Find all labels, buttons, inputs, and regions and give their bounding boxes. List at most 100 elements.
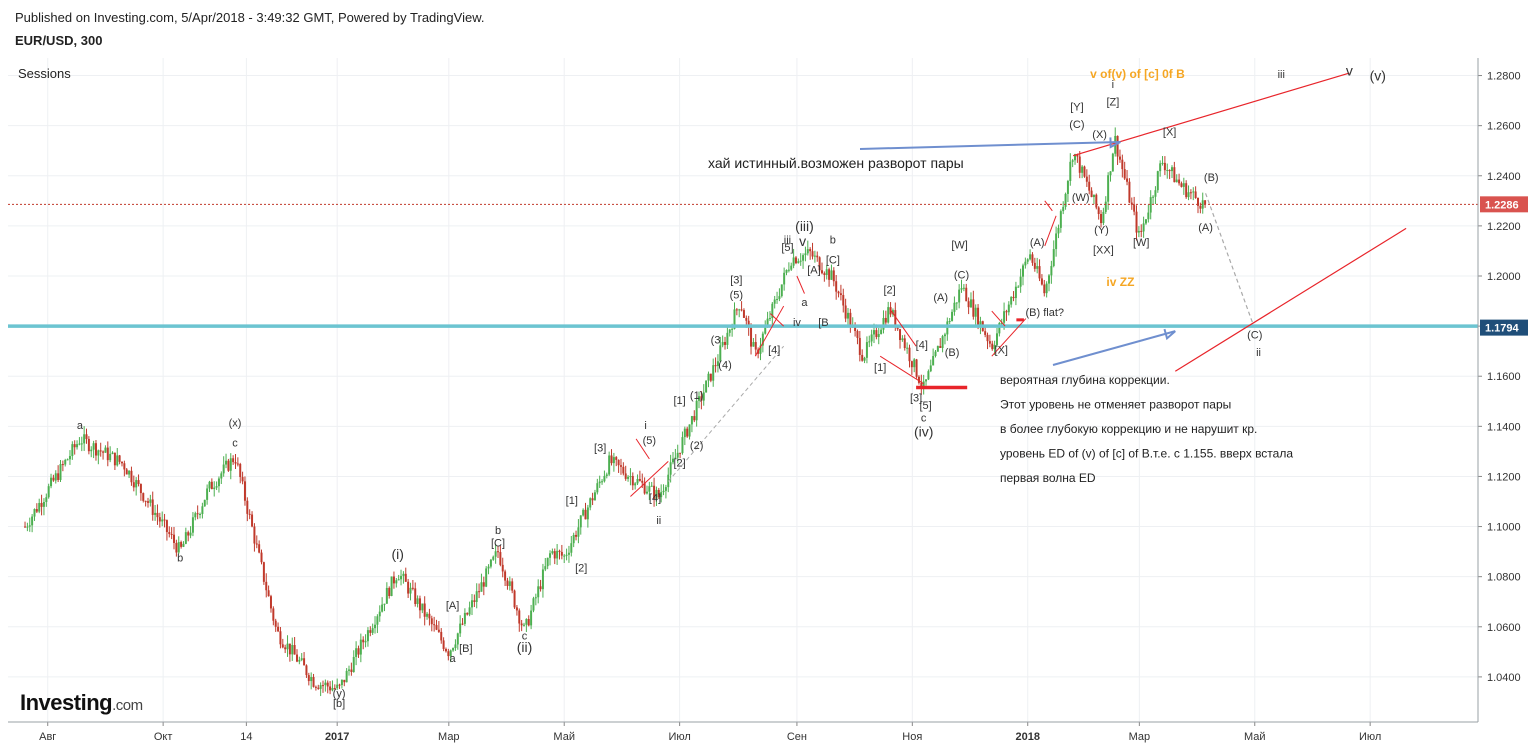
candle [317,684,320,690]
candle [634,482,637,490]
candle [556,544,559,565]
candle [679,452,682,459]
candle [943,332,946,345]
x-tick-label: Сен [787,731,807,743]
candle [884,310,887,326]
published-line: Published on Investing.com, 5/Apr/2018 -… [15,10,485,25]
candle [934,350,937,358]
annotation-main: хай истинный.возможен разворот пары [708,155,964,171]
candle [456,632,459,650]
candle [676,444,679,464]
wave-label: [C] [491,538,505,550]
candle [1185,180,1188,199]
candle [1197,197,1199,214]
candle [26,522,29,532]
candle [338,683,341,690]
candle [984,326,987,338]
candle [523,622,526,627]
candle [435,619,438,631]
candle [998,321,1001,337]
candle [269,594,272,613]
candle [52,474,55,482]
wave-label: (C) [1247,330,1262,342]
wave-label: [B [818,317,828,329]
x-tick-label: Май [553,731,575,743]
candle [284,644,287,654]
candle [1201,192,1204,214]
wave-label: (5) [730,290,743,302]
candle [624,465,627,481]
wave-label: (1) [690,390,703,402]
candle [809,247,812,260]
candle [274,618,277,632]
candle [71,441,74,460]
candle [811,242,814,260]
candle [288,643,291,662]
candle [310,672,313,690]
candle [752,337,755,347]
candle [201,502,204,519]
wave-label: (A) [1030,237,1045,249]
pattern-line [1044,215,1057,247]
candle [452,647,455,652]
candle [137,474,140,487]
candle [868,335,871,348]
wave-label: v [799,233,806,249]
candle [430,615,433,632]
candle [839,284,842,301]
candle [191,512,194,537]
wave-label: [X] [1163,127,1176,139]
wave-label: [X] [995,345,1008,357]
candle [1170,165,1173,179]
candle [913,358,916,373]
candle [94,440,97,461]
candle [908,344,911,368]
candle [1123,161,1126,180]
x-tick-label: Май [1244,731,1266,743]
candle [87,436,90,455]
candle [837,290,840,298]
wave-label: [1] [874,362,886,374]
candle [463,608,466,627]
candle [690,415,693,433]
candle [1161,156,1164,166]
candle [575,530,578,541]
candle [965,283,968,302]
orange-wave-label: v of(v) of [c] 0f B [1090,67,1185,81]
candle [936,345,939,352]
candle [750,323,753,355]
candle [917,375,920,385]
candle [262,561,265,585]
candle [1071,158,1074,168]
x-tick-label: Июл [1359,731,1381,743]
candle [716,354,719,373]
y-tick-label: 1.2800 [1487,71,1521,83]
candle [830,264,833,280]
candle [366,627,369,647]
candle [922,374,925,395]
candle [863,356,866,364]
candle [1135,205,1138,241]
candle [295,649,298,663]
candle [364,634,367,648]
x-tick-label: Ноя [902,731,922,743]
candle [1147,204,1150,223]
candle [1168,169,1171,180]
candle [709,373,712,383]
candle [454,639,457,651]
candle [83,426,86,451]
candle [1024,257,1027,269]
candles [24,127,1207,697]
candle [629,468,632,486]
candle [470,594,473,616]
candle [861,349,864,362]
candle [816,251,819,262]
candle [546,557,549,570]
candle [724,336,727,350]
candle [161,511,164,527]
wave-label: (A) [1198,222,1213,234]
candle [258,540,261,554]
candle [1090,187,1093,198]
candle [619,458,622,475]
